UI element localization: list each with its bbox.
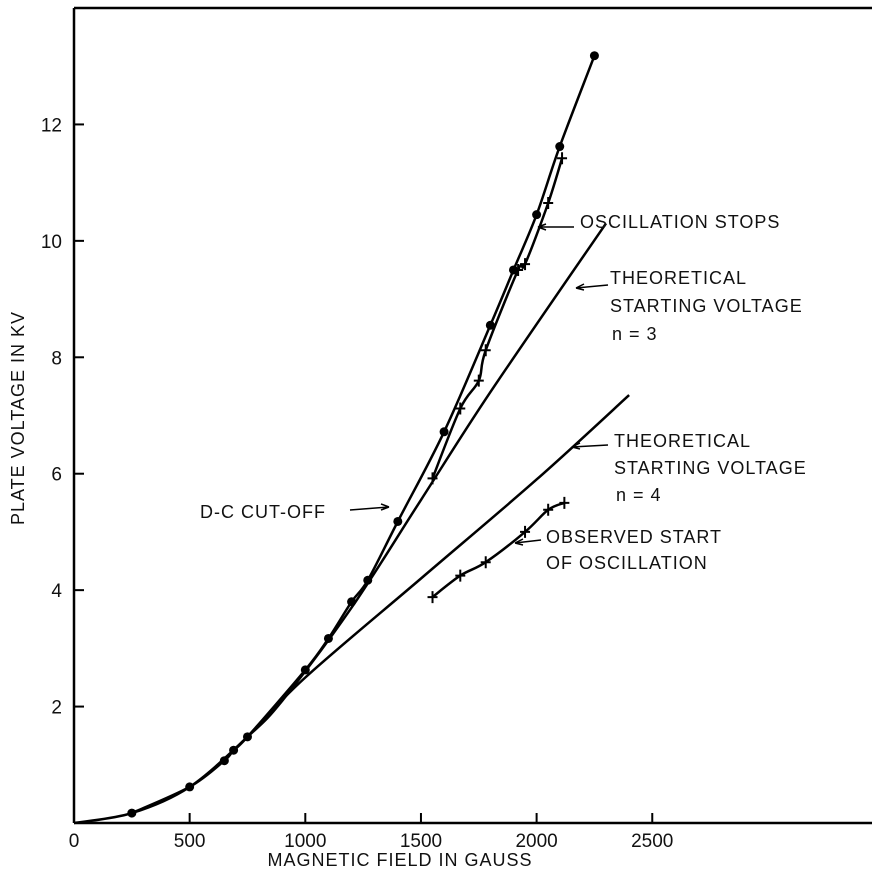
point-observed-start-of-oscillation	[520, 525, 531, 538]
point-observed-start-of-oscillation	[427, 591, 438, 604]
point-oscillation-stops	[473, 374, 484, 387]
point-d-c-cut-off	[185, 782, 195, 792]
svg-text:THEORETICAL: THEORETICAL	[614, 431, 751, 451]
series-line-d-c-cut-off	[131, 55, 596, 815]
point-oscillation-stops	[520, 258, 531, 271]
x-tick-label: 500	[174, 831, 206, 852]
y-tick-label: 4	[51, 581, 62, 602]
point-observed-start-of-oscillation	[559, 496, 570, 509]
x-tick-label: 0	[69, 831, 80, 852]
point-d-c-cut-off	[347, 597, 357, 607]
svg-text:STARTING VOLTAGE: STARTING VOLTAGE	[614, 458, 807, 478]
x-tick-label: 1000	[284, 831, 326, 852]
annotation-theoretical-n3: THEORETICAL STARTING VOLTAGE n = 3	[575, 268, 803, 344]
point-oscillation-stops	[543, 197, 554, 210]
y-tick-label: 10	[41, 232, 62, 253]
svg-text:n = 3: n = 3	[612, 324, 658, 344]
point-d-c-cut-off	[555, 142, 565, 152]
point-oscillation-stops	[557, 152, 568, 165]
point-d-c-cut-off	[393, 516, 403, 526]
point-oscillation-stops	[455, 402, 466, 415]
leader-observed-start	[514, 538, 542, 546]
point-d-c-cut-off	[300, 665, 310, 675]
point-d-c-cut-off	[589, 51, 599, 61]
point-oscillation-stops	[427, 472, 438, 485]
svg-text:OSCILLATION STOPS: OSCILLATION STOPS	[580, 212, 780, 232]
y-tick-label: 6	[51, 465, 62, 486]
leader-theoretical-n4	[571, 442, 609, 450]
leader-oscillation-stops	[537, 223, 574, 231]
series-line-oscillation-stops	[431, 157, 564, 479]
series-line-theoretical-starting-voltage-n-3	[73, 222, 608, 825]
svg-text:OF OSCILLATION: OF OSCILLATION	[546, 553, 708, 573]
point-observed-start-of-oscillation	[543, 503, 554, 516]
point-d-c-cut-off	[242, 732, 252, 742]
point-observed-start-of-oscillation	[480, 556, 491, 569]
point-observed-start-of-oscillation	[455, 569, 466, 582]
markers	[127, 51, 599, 818]
point-oscillation-stops	[513, 263, 524, 276]
series-line-theoretical-starting-voltage-n-4	[246, 394, 630, 738]
y-tick-label: 12	[41, 115, 62, 136]
curves	[73, 55, 630, 825]
svg-text:D-C CUT-OFF: D-C CUT-OFF	[200, 502, 326, 522]
annotation-oscillation-stops: OSCILLATION STOPS	[537, 212, 780, 232]
leader-dc-cutoff	[349, 503, 390, 511]
point-d-c-cut-off	[439, 427, 449, 437]
point-d-c-cut-off	[363, 575, 373, 585]
series-line-observed-start-of-oscillation	[431, 501, 565, 599]
leader-theoretical-n3	[575, 283, 609, 291]
point-d-c-cut-off	[485, 320, 495, 330]
ticks: 0 500 1000 1500 2000 2500 2 4 6 8 10 12	[41, 115, 674, 852]
point-d-c-cut-off	[127, 808, 137, 818]
x-tick-label: 1500	[400, 831, 442, 852]
point-d-c-cut-off	[219, 756, 229, 766]
annotation-dc-cutoff: D-C CUT-OFF	[200, 502, 390, 522]
annotation-observed-start: OBSERVED START OF OSCILLATION	[514, 527, 722, 573]
y-axis-title: PLATE VOLTAGE IN KV	[8, 311, 28, 525]
x-tick-label: 2500	[631, 831, 673, 852]
svg-text:n = 4: n = 4	[616, 485, 662, 505]
point-d-c-cut-off	[532, 210, 542, 220]
point-d-c-cut-off	[323, 633, 333, 643]
x-tick-label: 2000	[515, 831, 557, 852]
svg-text:THEORETICAL: THEORETICAL	[610, 268, 747, 288]
y-tick-label: 2	[51, 698, 62, 719]
y-tick-label: 8	[51, 348, 62, 369]
annotation-theoretical-n4: THEORETICAL STARTING VOLTAGE n = 4	[571, 431, 807, 505]
svg-text:STARTING VOLTAGE: STARTING VOLTAGE	[610, 296, 803, 316]
x-axis-title: MAGNETIC FIELD IN GAUSS	[267, 850, 532, 870]
point-oscillation-stops	[480, 344, 491, 357]
svg-text:OBSERVED START: OBSERVED START	[546, 527, 722, 547]
point-d-c-cut-off	[229, 745, 239, 755]
